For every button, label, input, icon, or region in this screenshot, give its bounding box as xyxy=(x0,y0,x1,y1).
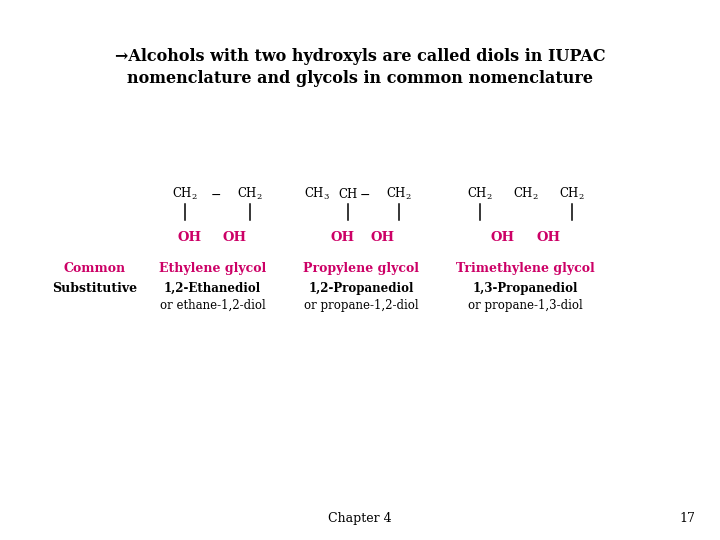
Text: Ethylene glycol: Ethylene glycol xyxy=(159,262,266,275)
Text: or propane-1,3-diol: or propane-1,3-diol xyxy=(468,299,583,312)
Text: Common: Common xyxy=(64,262,126,275)
Text: $-$: $-$ xyxy=(359,188,371,201)
Text: OH: OH xyxy=(370,231,395,244)
Text: Propylene glycol: Propylene glycol xyxy=(303,262,420,275)
Text: $\mathregular{CH_2}$: $\mathregular{CH_2}$ xyxy=(559,186,585,202)
Text: nomenclature and glycols in common nomenclature: nomenclature and glycols in common nomen… xyxy=(127,70,593,87)
Text: $\mathregular{CH_2}$: $\mathregular{CH_2}$ xyxy=(237,186,263,202)
Text: 17: 17 xyxy=(680,512,696,525)
Text: or propane-1,2-diol: or propane-1,2-diol xyxy=(304,299,419,312)
Text: OH: OH xyxy=(177,231,202,244)
Text: 1,3-Propanediol: 1,3-Propanediol xyxy=(473,282,578,295)
Text: $\mathregular{CH_2}$: $\mathregular{CH_2}$ xyxy=(467,186,492,202)
Text: OH: OH xyxy=(536,231,561,244)
Text: $\mathregular{CH_2}$: $\mathregular{CH_2}$ xyxy=(513,186,539,202)
Text: $\mathregular{CH_2}$: $\mathregular{CH_2}$ xyxy=(172,186,198,202)
Text: $\mathregular{CH}$: $\mathregular{CH}$ xyxy=(338,187,359,201)
Text: $-$: $-$ xyxy=(210,188,222,201)
Text: 1,2-Propanediol: 1,2-Propanediol xyxy=(309,282,414,295)
Text: OH: OH xyxy=(222,231,247,244)
Text: OH: OH xyxy=(490,231,515,244)
Text: OH: OH xyxy=(330,231,355,244)
Text: Substitutive: Substitutive xyxy=(53,282,138,295)
Text: $\mathregular{CH_2}$: $\mathregular{CH_2}$ xyxy=(386,186,412,202)
Text: Chapter 4: Chapter 4 xyxy=(328,512,392,525)
Text: or ethane-1,2-diol: or ethane-1,2-diol xyxy=(160,299,265,312)
Text: $\mathregular{CH_3}$: $\mathregular{CH_3}$ xyxy=(304,186,330,202)
Text: Trimethylene glycol: Trimethylene glycol xyxy=(456,262,595,275)
Text: 1,2-Ethanediol: 1,2-Ethanediol xyxy=(164,282,261,295)
Text: →Alcohols with two hydroxyls are called diols in IUPAC: →Alcohols with two hydroxyls are called … xyxy=(114,48,606,65)
